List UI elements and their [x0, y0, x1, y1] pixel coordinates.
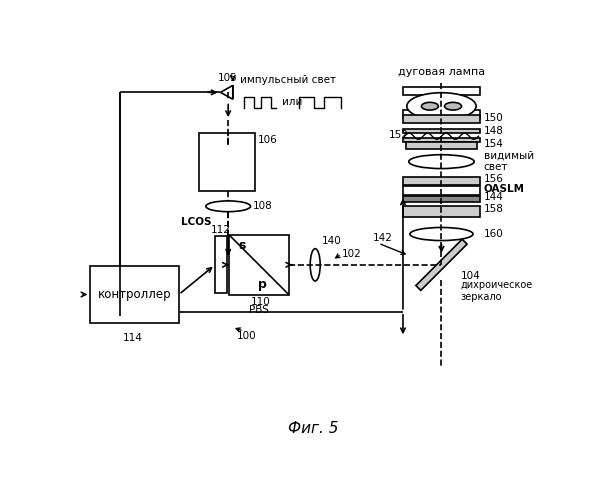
Text: видимый
свет: видимый свет: [484, 151, 534, 172]
Text: OASLM: OASLM: [484, 184, 525, 194]
Ellipse shape: [206, 201, 250, 211]
Bar: [403, 87, 480, 94]
Bar: [403, 206, 480, 217]
Text: 148: 148: [484, 126, 504, 136]
Text: 140: 140: [321, 236, 341, 246]
Text: 150: 150: [484, 113, 504, 122]
Text: 160: 160: [484, 229, 504, 239]
Text: 108: 108: [253, 202, 272, 211]
Text: 142: 142: [373, 234, 393, 243]
Ellipse shape: [422, 102, 438, 110]
Text: 106: 106: [258, 134, 277, 144]
Text: 144: 144: [484, 192, 504, 202]
Bar: [229, 235, 289, 295]
Text: 114: 114: [123, 332, 143, 342]
Bar: [91, 266, 179, 324]
Bar: [199, 133, 255, 191]
Polygon shape: [220, 86, 233, 100]
Text: 110: 110: [251, 297, 271, 307]
Text: дуговая лампа: дуговая лампа: [398, 67, 485, 77]
Text: LCOS: LCOS: [181, 217, 211, 227]
Ellipse shape: [407, 92, 476, 120]
Bar: [403, 177, 480, 184]
Bar: [406, 142, 477, 150]
Text: импульсный свет: импульсный свет: [241, 74, 337, 85]
Text: 112: 112: [211, 225, 231, 235]
Bar: [403, 186, 480, 194]
Text: Фиг. 5: Фиг. 5: [288, 421, 339, 436]
Text: или: или: [282, 98, 302, 108]
Text: 105: 105: [218, 73, 238, 83]
Bar: [403, 116, 480, 123]
Text: дихроическое
зеркало: дихроическое зеркало: [461, 280, 533, 302]
Text: 100: 100: [237, 331, 256, 341]
Text: 104: 104: [461, 271, 480, 281]
Bar: [403, 138, 480, 141]
Text: s: s: [238, 239, 246, 252]
Ellipse shape: [310, 248, 320, 281]
Ellipse shape: [444, 102, 461, 110]
Text: p: p: [258, 278, 267, 290]
Text: 152: 152: [389, 130, 409, 140]
Text: контроллер: контроллер: [98, 288, 171, 301]
Polygon shape: [416, 239, 467, 290]
Text: 158: 158: [484, 204, 504, 214]
Ellipse shape: [410, 228, 473, 240]
Text: 102: 102: [341, 249, 361, 259]
Bar: [403, 130, 480, 133]
Ellipse shape: [409, 154, 474, 168]
Bar: [403, 110, 480, 118]
Bar: [215, 236, 228, 294]
Text: PBS: PBS: [249, 305, 269, 315]
Text: 154: 154: [484, 139, 504, 149]
Text: 156: 156: [484, 174, 504, 184]
Bar: [403, 196, 480, 202]
